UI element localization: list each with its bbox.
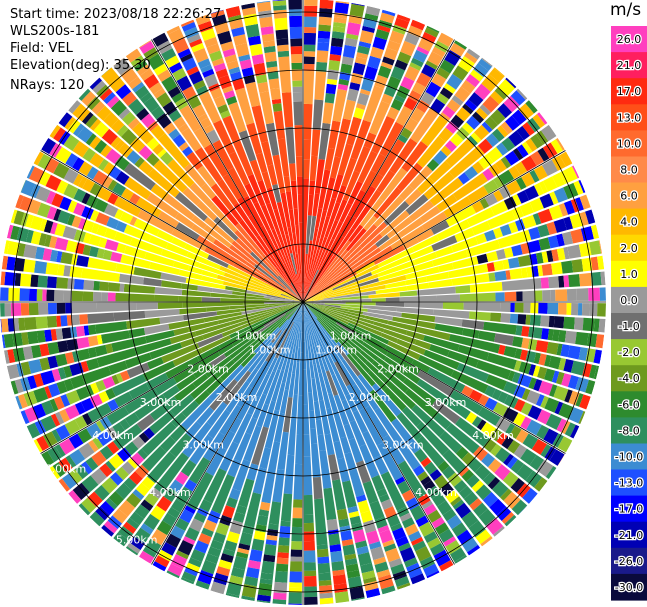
start-time-label: Start time: 2023/08/18 22:26:27 [10, 7, 222, 22]
range-ring-label: 2.00km [216, 391, 258, 404]
scan-info-panel: Start time: 2023/08/18 22:26:27 WLS200s-… [10, 6, 221, 94]
range-ring-label: 5.00km [116, 534, 158, 547]
range-ring-label: 2.00km [377, 363, 419, 376]
range-ring-label: 3.00km [382, 439, 424, 452]
range-ring-label: 3.00km [425, 396, 467, 409]
range-ring-label: 1.00km [249, 344, 291, 357]
range-ring-label: 4.00km [92, 429, 134, 442]
range-ring-label: 1.00km [316, 344, 358, 357]
range-ring-label: 1.00km [235, 329, 277, 342]
range-ring-label: 3.00km [182, 439, 224, 452]
range-ring-label: 4.00km [415, 486, 457, 499]
range-ring-labels: 1.00km 1.00km 1.00km 1.00km 2.00km 2.00km 2.00… [45, 329, 514, 546]
range-ring-label: 2.00km [349, 391, 391, 404]
azimuth-spokes [0, 0, 606, 605]
range-ring-label: 4.00km [149, 486, 191, 499]
colorbar-unit-label: m/s [610, 0, 642, 20]
range-ring-label: 4.00km [472, 429, 514, 442]
range-ring-label: 2.00km [187, 363, 229, 376]
nrays-label: NRays: 120 [10, 78, 85, 93]
field-label: Field: VEL [10, 41, 73, 56]
range-ring-label: 3.00km [140, 396, 182, 409]
range-ring-label: 5.00km [45, 462, 87, 475]
site-label: WLS200s-181 [10, 24, 100, 39]
range-ring-label: 1.00km [330, 329, 372, 342]
elevation-label: Elevation(deg): 35.30 [10, 58, 151, 73]
